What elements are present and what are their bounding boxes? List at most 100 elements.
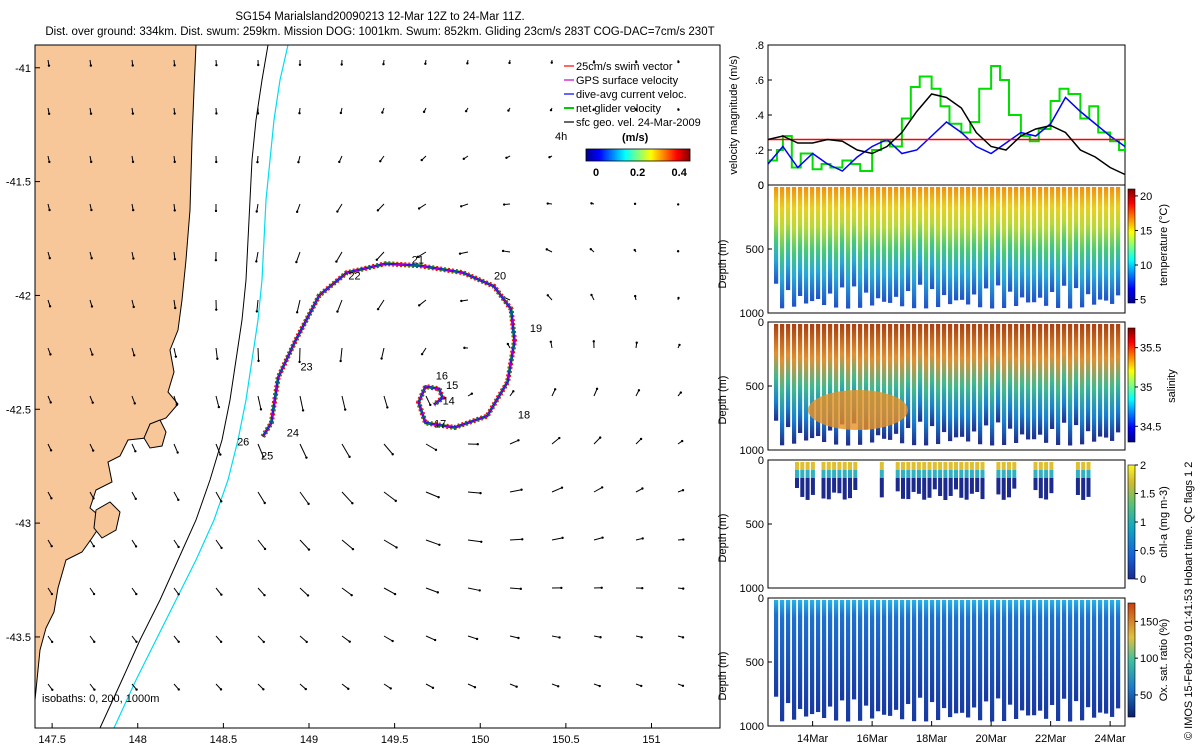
- chla-mid-cap: [837, 470, 842, 478]
- geo-vector: [551, 635, 560, 638]
- geo-vector: [257, 395, 262, 410]
- geo-vector-head: [680, 439, 684, 443]
- geo-vector-head: [335, 260, 338, 263]
- chla-mid-cap: [975, 470, 980, 478]
- cast-profile: [882, 324, 887, 439]
- cast-profile: [954, 600, 959, 714]
- cast-profile: [798, 324, 803, 433]
- chla-mid-cap: [879, 470, 884, 478]
- geo-vector-head: [416, 255, 420, 259]
- geo-vector: [381, 347, 385, 359]
- geo-vector-head: [553, 388, 557, 391]
- chla-surface-cap: [927, 462, 932, 470]
- chla-casts: [795, 462, 1091, 500]
- geo-vector-head: [49, 401, 52, 404]
- chla-cast: [832, 478, 837, 493]
- cast-profile: [966, 324, 971, 442]
- geo-vector-head: [343, 408, 347, 411]
- geo-vector-head: [262, 640, 265, 644]
- cast-profile: [786, 324, 791, 428]
- geo-vector-head: [382, 62, 385, 66]
- chla-cast: [948, 478, 953, 496]
- depth-tick-label: 500: [746, 657, 764, 669]
- cast-profile: [870, 324, 875, 443]
- chla-surface-cap: [1086, 462, 1091, 470]
- geo-vector-head: [339, 111, 343, 115]
- cast-profile: [780, 187, 785, 309]
- geo-vector: [131, 635, 137, 643]
- depth-tick-label: 0: [758, 455, 764, 467]
- geo-vector: [417, 251, 427, 258]
- geo-vector-head: [47, 64, 51, 67]
- geo-vector-head: [49, 449, 53, 452]
- geo-vector: [215, 491, 222, 502]
- geo-vector: [255, 251, 259, 262]
- geo-vector-head: [381, 111, 384, 114]
- depth-tick-label: 1000: [740, 308, 764, 320]
- geo-vector: [509, 439, 519, 445]
- geo-vector-head: [391, 453, 394, 456]
- chla-mid-cap: [980, 470, 985, 478]
- cast-profile: [810, 187, 815, 302]
- map-x-tick-label: 148: [129, 734, 147, 746]
- geo-vector-head: [351, 502, 354, 505]
- cast-profile: [804, 324, 809, 441]
- chla-mid-cap: [922, 470, 927, 478]
- geo-vector-head: [91, 449, 95, 452]
- chla-mid-cap: [895, 470, 900, 478]
- geo-vector: [173, 443, 179, 453]
- geo-vector-head: [479, 491, 482, 495]
- chla-cast: [996, 478, 1001, 495]
- geo-vector-head: [219, 688, 223, 691]
- geo-vector-head: [375, 258, 379, 261]
- chla-cast: [805, 478, 810, 500]
- geo-vector-head: [420, 352, 424, 356]
- geo-vector: [131, 347, 135, 356]
- cast-profile: [870, 600, 875, 719]
- geo-vector-head: [592, 108, 595, 112]
- chla-mid-cap: [1038, 470, 1043, 478]
- cast-profile: [900, 600, 905, 720]
- cast-profile: [804, 600, 809, 717]
- geo-vector: [425, 683, 434, 689]
- geo-vector-head: [417, 207, 421, 210]
- geo-vector-head: [93, 640, 96, 644]
- chla-surface-cap: [1007, 462, 1011, 470]
- cast-profile: [1080, 187, 1085, 308]
- geo-vector-head: [681, 587, 685, 590]
- salinity-casts: [774, 324, 1121, 446]
- geo-vector-head: [220, 546, 223, 550]
- cast-profile: [990, 324, 995, 446]
- geo-vector: [173, 347, 177, 357]
- chla-mid-cap: [805, 470, 810, 478]
- cbar-tick-label: 150: [1140, 616, 1158, 628]
- geo-vector-head: [47, 112, 51, 115]
- cbar-tick-label: 5: [1140, 295, 1146, 307]
- geo-vector: [340, 347, 343, 362]
- map-colorbar-tick: 0.2: [630, 167, 645, 179]
- chla-colorbar: [1127, 464, 1136, 580]
- geo-vector: [335, 251, 343, 262]
- cast-profile: [840, 600, 845, 701]
- depth-tick-label: 500: [746, 381, 764, 393]
- geo-vector-head: [635, 60, 638, 64]
- gps-surface-track: [262, 263, 515, 437]
- geo-vector-head: [257, 63, 260, 67]
- cast-profile: [1032, 187, 1037, 303]
- geo-vector: [296, 203, 301, 213]
- map-y-tick-label: -41: [15, 63, 31, 75]
- figure-title: SG154 Marialsland20090213 12-Mar 12Z to …: [0, 10, 760, 40]
- geo-vector-head: [598, 684, 601, 688]
- cast-profile: [876, 187, 881, 299]
- chla-mid-cap: [1007, 470, 1011, 478]
- map-x-tick-label: 151: [642, 734, 660, 746]
- chla-cast: [848, 478, 852, 499]
- geo-vector-head: [633, 248, 636, 252]
- geo-vector-head: [177, 688, 180, 691]
- cast-profile: [816, 324, 821, 437]
- cast-profile: [840, 324, 845, 425]
- day-label: 24: [287, 428, 299, 440]
- geo-vector-head: [548, 155, 551, 159]
- geo-vector-head: [90, 208, 93, 212]
- chla-surface-cap: [1075, 462, 1080, 470]
